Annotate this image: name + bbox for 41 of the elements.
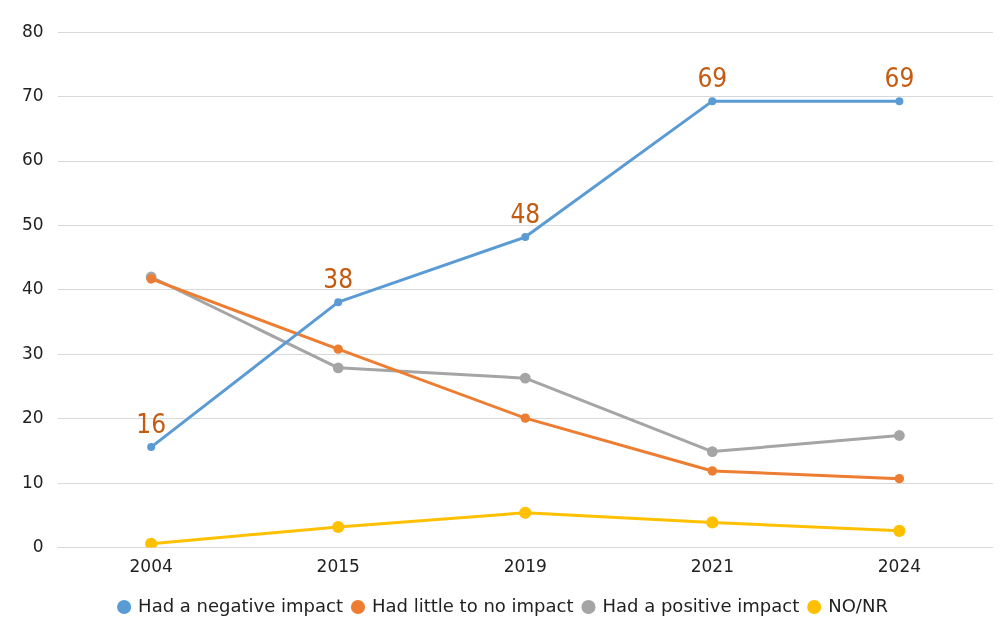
point [893, 524, 906, 537]
x-tick-label: 2024 [877, 556, 922, 577]
x-tick-label: 2015 [316, 556, 360, 577]
y-tick-label: 60 [21, 149, 44, 170]
point [332, 520, 345, 534]
x-tick-label: 2021 [690, 556, 734, 577]
point [521, 233, 530, 242]
point [332, 362, 344, 374]
legend-label: Had a positive impact [602, 594, 800, 616]
y-tick-label: 0 [32, 536, 44, 557]
x-tick-label: 2004 [129, 556, 173, 577]
point [145, 537, 158, 548]
y-tick-label: 20 [21, 407, 44, 428]
y-tick-label: 10 [21, 471, 44, 492]
point [334, 298, 343, 307]
data-label: 69 [884, 62, 915, 93]
y-tick-label: 30 [21, 342, 44, 363]
legend-label: Had little to no impact [371, 594, 574, 616]
point [895, 97, 904, 106]
y-tick-label: 80 [21, 20, 44, 41]
data-label: 69 [697, 62, 728, 93]
data-label: 48 [510, 198, 541, 229]
x-tick-label: 2019 [503, 556, 547, 577]
data-label: 38 [323, 263, 354, 294]
data-label: 16 [136, 408, 167, 439]
point [706, 516, 719, 529]
y-tick-label: 70 [21, 85, 44, 106]
point [707, 466, 718, 476]
point [520, 413, 530, 423]
point [708, 97, 717, 106]
legend-label: NO/NR [828, 594, 888, 616]
y-tick-label: 50 [21, 213, 44, 234]
point [706, 446, 718, 458]
point [519, 506, 532, 519]
point [519, 372, 531, 384]
point [147, 443, 156, 452]
y-tick-label: 40 [21, 278, 44, 299]
point [894, 473, 905, 484]
point [333, 344, 343, 354]
legend-label: Had a negative impact [138, 594, 343, 616]
point [893, 430, 905, 441]
